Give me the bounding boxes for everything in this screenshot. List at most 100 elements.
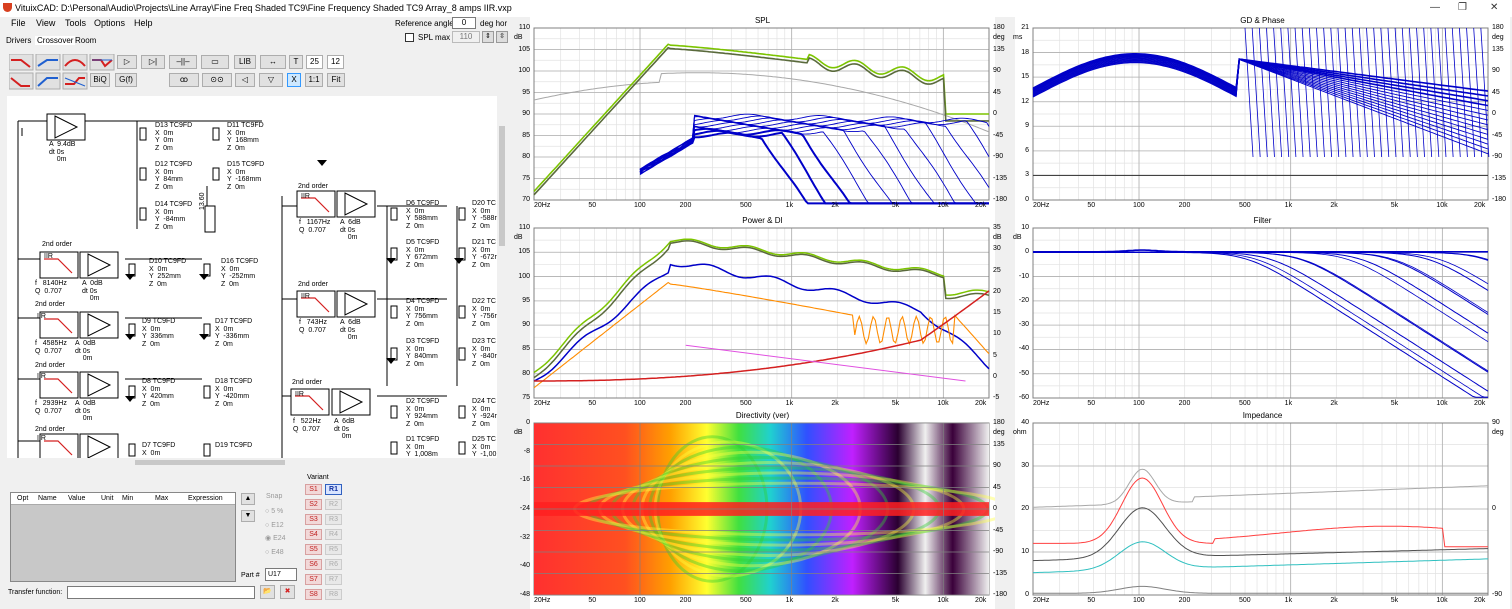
amp-triangle-icon[interactable]: ▷ — [117, 55, 137, 69]
spin-updown-icon[interactable]: ⇕ — [482, 31, 494, 43]
amp-a12[interactable]: A 6dB dt 0s 0m — [334, 418, 355, 440]
filter-f1[interactable]: f 1167Hz Q 0.707 — [299, 219, 331, 234]
driver-d3[interactable]: D3 TC9FD X 0m Y 840mm Z 0m — [406, 338, 440, 368]
driver-d9[interactable]: D9 TC9FD X 0m Y 336mm Z 0m — [142, 318, 176, 348]
x-button[interactable]: X — [287, 73, 301, 87]
menu-file[interactable]: File — [11, 18, 26, 28]
part-input[interactable]: U17 — [265, 568, 297, 581]
amp-inverting-icon[interactable]: ▷| — [141, 55, 165, 69]
capacitor-icon[interactable]: –||– — [169, 55, 197, 69]
driver-d2[interactable]: D2 TC9FD X 0m Y 924mm Z 0m — [406, 398, 440, 428]
variant-s3[interactable]: S3 — [305, 514, 322, 525]
lib-button[interactable]: LIB — [234, 55, 256, 69]
filter-f2[interactable]: f 8140Hz Q 0.707 — [35, 280, 67, 295]
grid-25-input[interactable]: 25 — [306, 55, 323, 69]
tab-crossover[interactable]: Crossover — [35, 36, 76, 45]
variant-s1[interactable]: S1 — [305, 484, 322, 495]
spl-plot[interactable] — [530, 14, 995, 214]
variant-s7[interactable]: S7 — [305, 574, 322, 585]
driver-d5[interactable]: D5 TC9FD X 0m Y 672mm Z 0m — [406, 239, 440, 269]
fit-button[interactable]: Fit — [327, 73, 345, 87]
tab-room[interactable]: Room — [75, 36, 97, 45]
variant-s5[interactable]: S5 — [305, 544, 322, 555]
variant-r6[interactable]: R6 — [325, 559, 342, 570]
driver-d23[interactable]: D23 TC X 0m Y -840r Z 0m — [472, 338, 497, 368]
snap-5pct[interactable]: ○ 5 % — [265, 508, 284, 515]
snap-e24[interactable]: ◉ E24 — [265, 535, 286, 542]
menu-options[interactable]: Options — [94, 18, 126, 28]
gd-chart-panel[interactable]: GD & Phase 20Hz 50 100 200 500 1k 2k 5k 10k 20k 21 1… — [1013, 14, 1510, 214]
text-button[interactable]: T — [289, 55, 303, 69]
close-button[interactable]: ✕ — [1490, 2, 1499, 13]
amp-a5[interactable]: A 0dB dt 0s 0m — [75, 340, 96, 362]
impedance-plot[interactable] — [1015, 409, 1510, 609]
variant-r8[interactable]: R8 — [325, 589, 342, 600]
lowpass-blue-icon[interactable] — [35, 54, 61, 71]
driver-d15[interactable]: D15 TC9FD X 0m Y -168mm Z 0m — [227, 161, 265, 191]
lowpass-red-icon[interactable] — [9, 54, 34, 71]
move-down-button[interactable]: ▼ — [241, 510, 255, 522]
power-chart-panel[interactable]: Power & DI 20Hz 50 100 200 500 1k 2k 5k 10k 20k 110… — [514, 214, 1002, 412]
spl-max-checkbox[interactable] — [405, 33, 414, 42]
delete-icon[interactable]: ✖ — [280, 585, 295, 599]
filter-f4[interactable]: f 4585Hz Q 0.707 — [35, 340, 67, 355]
gd-plot[interactable] — [1015, 14, 1510, 214]
schematic-canvas[interactable]: A 9.4dB dt 0s 0m D13 TC9FD X 0m Y 0m Z 0… — [7, 96, 497, 458]
variant-s2[interactable]: S2 — [305, 499, 322, 510]
menu-tools[interactable]: Tools — [65, 18, 87, 28]
driver-d16[interactable]: D16 TC9FD X 0m Y -252mm Z 0m — [221, 258, 259, 288]
directivity-chart-panel[interactable]: Directivity (ver) 20Hz 50 100 200 500 1k 2k 5k 10… — [514, 409, 1007, 609]
driver-d25[interactable]: D25 TC X 0m Y -1,00 — [472, 436, 497, 458]
ground-icon[interactable]: ▽ — [259, 73, 283, 87]
highpass-red-icon[interactable] — [9, 72, 34, 90]
biq-button[interactable]: BiQ — [90, 73, 110, 87]
move-up-button[interactable]: ▲ — [241, 493, 255, 505]
driver-d14[interactable]: D14 TC9FD X 0m Y -84mm Z 0m — [155, 201, 193, 231]
menu-view[interactable]: View — [36, 18, 56, 28]
filter-f3[interactable]: f 743Hz Q 0.707 — [299, 319, 328, 334]
highpass-blue-icon[interactable] — [35, 72, 61, 90]
filter-plot[interactable] — [1015, 214, 1510, 412]
snap-e48[interactable]: ○ E48 — [265, 548, 284, 556]
transformer-icon[interactable]: ⊙⊙ — [202, 73, 232, 87]
variant-s4[interactable]: S4 — [305, 529, 322, 540]
inductor-icon[interactable]: ꝏ — [169, 73, 199, 87]
menu-help[interactable]: Help — [134, 18, 153, 28]
driver-icon[interactable]: ◁ — [235, 73, 255, 87]
driver-d6[interactable]: D6 TC9FD X 0m Y 588mm Z 0m — [406, 200, 440, 230]
folder-icon[interactable]: 📂 — [260, 585, 275, 599]
optimization-table[interactable]: Opt Name Value Unit Min Max Expression — [10, 492, 236, 582]
driver-d10[interactable]: D10 TC9FD X 0m Y 252mm Z 0m — [149, 258, 187, 288]
one-to-one-button[interactable]: 1:1 — [305, 73, 323, 87]
driver-d17[interactable]: D17 TC9FD X 0m Y -336mm Z 0m — [215, 318, 253, 348]
filter-f5[interactable]: f 2939Hz Q 0.707 — [35, 400, 67, 415]
wire-icon[interactable]: ↔ — [260, 55, 286, 69]
variant-s6[interactable]: S6 — [305, 559, 322, 570]
driver-d24[interactable]: D24 TC X 0m Y -924r Z 0m — [472, 398, 497, 428]
shelf-icon[interactable] — [62, 72, 88, 90]
variant-r3[interactable]: R3 — [325, 514, 342, 525]
amp-a1[interactable] — [46, 113, 86, 141]
bandpass-red-icon[interactable] — [62, 54, 88, 71]
reference-angle-input[interactable]: 0 — [452, 17, 476, 29]
maximize-button[interactable]: ❐ — [1458, 2, 1467, 13]
amp-a10[interactable]: A 6dB dt 0s 0m — [340, 319, 361, 341]
driver-d7[interactable]: D7 TC9FD X 0m — [142, 442, 176, 457]
transfer-input[interactable] — [67, 586, 255, 599]
driver-d21[interactable]: D21 TC X 0m Y -672r Z 0m — [472, 239, 497, 269]
snap-e12[interactable]: ○ E12 — [265, 521, 284, 529]
schematic-vscroll[interactable] — [497, 96, 507, 458]
variant-r2[interactable]: R2 — [325, 499, 342, 510]
minimize-button[interactable]: — — [1430, 2, 1440, 13]
spl-chart-panel[interactable]: SPL 20Hz 50 100 200 500 1k 2k 5k 10k 20k 110 105 100 9… — [514, 14, 1007, 214]
impedance-chart-panel[interactable]: Impedance 20Hz 50 100 200 500 1k 2k 5k 10k 20k 40 30… — [1013, 409, 1510, 609]
fit-arrows-icon[interactable]: ⇳ — [496, 31, 508, 43]
driver-d18[interactable]: D18 TC9FD X 0m Y -420mm Z 0m — [215, 378, 253, 408]
driver-d8[interactable]: D8 TC9FD X 0m Y 420mm Z 0m — [142, 378, 176, 408]
variant-r1[interactable]: R1 — [325, 484, 342, 495]
directivity-plot[interactable] — [530, 409, 995, 609]
schematic-hscroll[interactable] — [7, 458, 497, 467]
variant-r5[interactable]: R5 — [325, 544, 342, 555]
filter-f6[interactable]: f 522Hz Q 0.707 — [293, 418, 322, 433]
filter-chart-panel[interactable]: Filter 20Hz 50 100 200 500 1k 2k 5k 10k 20k 10 0 -10-… — [1013, 214, 1510, 412]
